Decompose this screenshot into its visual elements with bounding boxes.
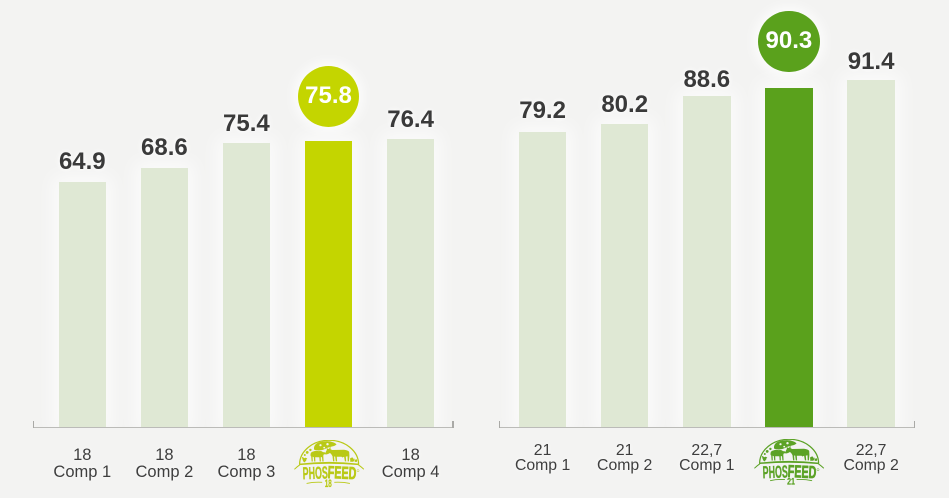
svg-text:21: 21: [787, 477, 795, 488]
svg-text:18: 18: [324, 478, 331, 488]
